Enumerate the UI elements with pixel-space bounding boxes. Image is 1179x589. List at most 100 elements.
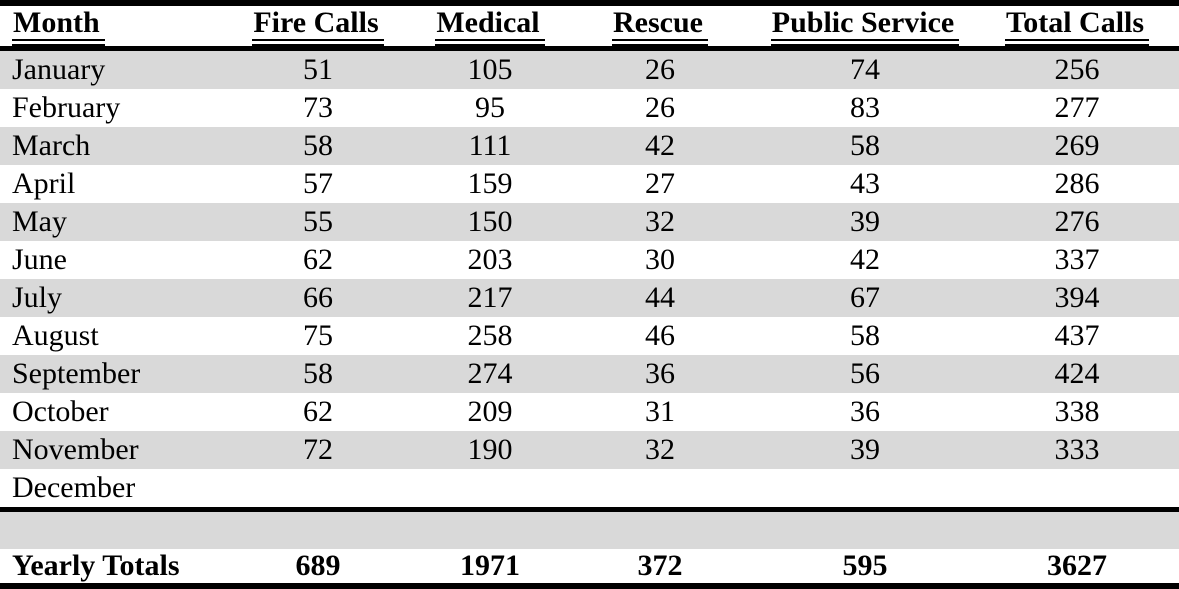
cell-fire: 66 [303, 281, 333, 314]
column-header-medical: Medical [415, 3, 565, 49]
cell-total: 338 [1054, 395, 1100, 428]
cell-total: 277 [1054, 91, 1100, 124]
cell-rescue: 32 [645, 433, 675, 466]
column-header-total-calls: Total Calls [975, 3, 1179, 49]
cell-medical: 95 [475, 91, 505, 124]
cell-total: 276 [1054, 205, 1100, 238]
table-row: August 75 258 46 58 437 [0, 317, 1179, 355]
table-row: June 62 203 30 42 337 [0, 241, 1179, 279]
cell-rescue: 26 [645, 91, 675, 124]
blank-spacer-cell [0, 510, 1179, 550]
cell-public-service: 42 [850, 243, 880, 276]
table-row: October 62 209 31 36 338 [0, 393, 1179, 431]
cell-fire: 58 [303, 357, 333, 390]
table-row: November 72 190 32 39 333 [0, 431, 1179, 469]
cell-total: 269 [1054, 129, 1100, 162]
table-row: May 55 150 32 39 276 [0, 203, 1179, 241]
cell-fire: 72 [303, 433, 333, 466]
column-header-public-service-label: Public Service [770, 8, 960, 46]
cell-month: September [12, 357, 141, 390]
cell-total: 333 [1054, 433, 1100, 466]
cell-medical: 190 [467, 433, 513, 466]
column-header-rescue: Rescue [565, 3, 755, 49]
cell-medical: 217 [467, 281, 513, 314]
cell-fire: 62 [303, 395, 333, 428]
cell-month: July [12, 281, 63, 314]
totals-medical-cell: 1971 [460, 549, 520, 582]
cell-medical [415, 469, 565, 510]
cell-rescue: 36 [645, 357, 675, 390]
cell-public-service: 83 [850, 91, 880, 124]
table-row: December [0, 469, 1179, 510]
column-header-month-label: Month [12, 8, 105, 46]
cell-fire: 55 [303, 205, 333, 238]
cell-medical: 258 [467, 319, 513, 352]
blank-spacer-row [0, 509, 1179, 550]
cell-total: 424 [1054, 357, 1100, 390]
table-row: April 57 159 27 43 286 [0, 165, 1179, 203]
cell-month: April [12, 167, 76, 200]
table-row: July 66 217 44 67 394 [0, 279, 1179, 317]
cell-rescue: 27 [645, 167, 675, 200]
cell-fire: 73 [303, 91, 333, 124]
cell-rescue: 32 [645, 205, 675, 238]
table-row: September 58 274 36 56 424 [0, 355, 1179, 393]
column-header-medical-label: Medical [435, 8, 545, 46]
cell-total: 437 [1054, 319, 1100, 352]
cell-public-service: 74 [850, 53, 880, 86]
cell-fire: 75 [303, 319, 333, 352]
cell-medical: 105 [467, 53, 513, 86]
cell-rescue: 31 [645, 395, 675, 428]
cell-fire: 58 [303, 129, 333, 162]
cell-month: February [12, 91, 121, 124]
cell-total: 337 [1054, 243, 1100, 276]
header-row: Month Fire Calls Medical Rescue Public S… [0, 3, 1179, 49]
cell-month: June [12, 243, 67, 276]
totals-rescue-cell: 372 [637, 549, 683, 582]
cell-public-service: 39 [850, 205, 880, 238]
column-header-month: Month [0, 3, 221, 49]
cell-medical: 203 [467, 243, 513, 276]
cell-public-service [755, 469, 975, 510]
cell-fire: 51 [303, 53, 333, 86]
cell-rescue: 46 [645, 319, 675, 352]
column-header-fire-calls-label: Fire Calls [252, 8, 384, 46]
cell-public-service: 39 [850, 433, 880, 466]
totals-public-service-cell: 595 [842, 549, 888, 582]
cell-month: August [12, 319, 99, 352]
cell-fire: 62 [303, 243, 333, 276]
cell-medical: 159 [467, 167, 513, 200]
cell-total: 286 [1054, 167, 1100, 200]
cell-month: January [12, 53, 106, 86]
cell-public-service: 56 [850, 357, 880, 390]
cell-rescue: 26 [645, 53, 675, 86]
totals-row: Yearly Totals 689 1971 372 595 3627 [0, 549, 1179, 587]
cell-fire: 57 [303, 167, 333, 200]
table-row: March 58 111 42 58 269 [0, 127, 1179, 165]
cell-rescue: 44 [645, 281, 675, 314]
cell-medical: 209 [467, 395, 513, 428]
cell-month: December [12, 471, 136, 504]
column-header-total-calls-label: Total Calls [1004, 8, 1150, 46]
cell-medical: 274 [467, 357, 513, 390]
column-header-rescue-label: Rescue [612, 8, 708, 46]
cell-public-service: 58 [850, 129, 880, 162]
cell-month: May [12, 205, 67, 238]
column-header-public-service: Public Service [755, 3, 975, 49]
totals-label-cell: Yearly Totals [12, 549, 180, 582]
cell-month: November [12, 433, 139, 466]
cell-month: March [12, 129, 91, 162]
totals-total-calls-cell: 3627 [1047, 549, 1107, 582]
cell-rescue: 42 [645, 129, 675, 162]
cell-total: 394 [1054, 281, 1100, 314]
table-row: January 51 105 26 74 256 [0, 48, 1179, 89]
cell-total [975, 469, 1179, 510]
cell-fire [221, 469, 415, 510]
totals-fire-calls-cell: 689 [295, 549, 341, 582]
cell-rescue: 30 [645, 243, 675, 276]
cell-public-service: 36 [850, 395, 880, 428]
cell-total: 256 [1054, 53, 1100, 86]
cell-medical: 111 [468, 129, 512, 162]
